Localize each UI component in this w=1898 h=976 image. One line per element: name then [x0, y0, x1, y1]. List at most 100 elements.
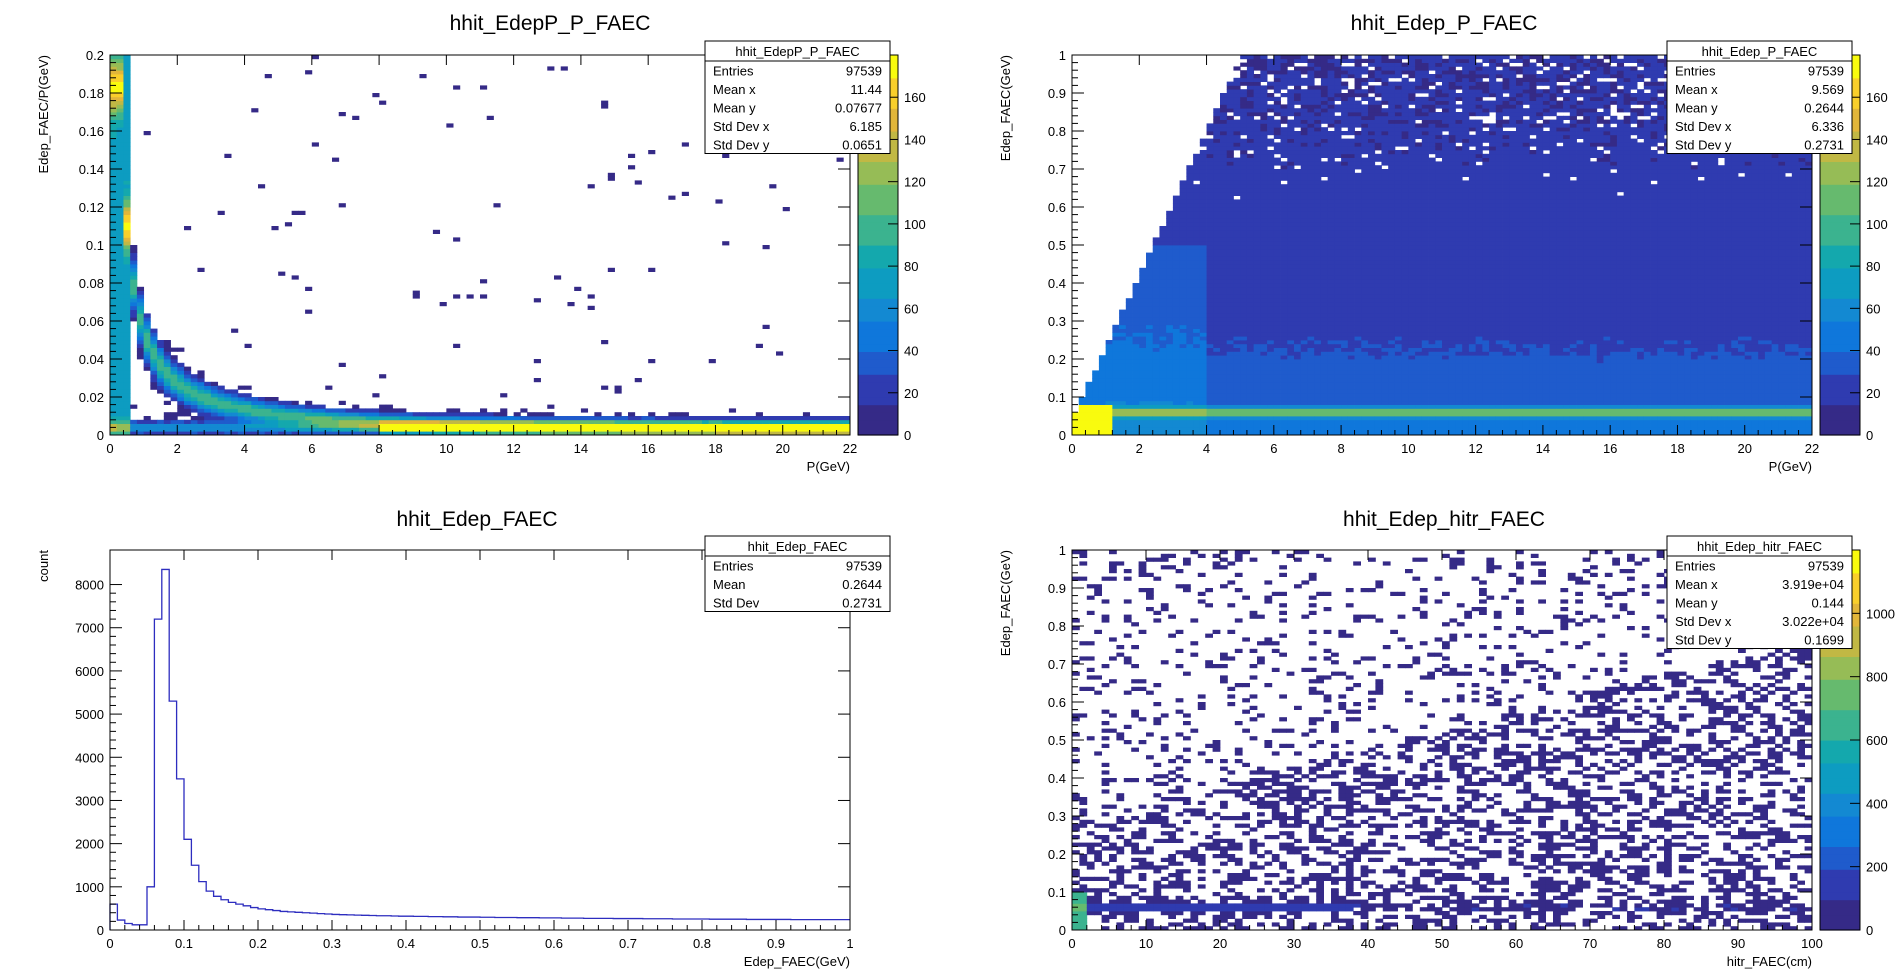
- heatmap-cell: [251, 404, 259, 409]
- heatmap-cell: [251, 397, 259, 402]
- heatmap-cell: [116, 70, 124, 75]
- heatmap-cell: [264, 416, 272, 421]
- heatmap-cell: [1206, 378, 1214, 383]
- heatmap-cell: [1112, 378, 1120, 383]
- heatmap-cell: [1374, 404, 1382, 409]
- heatmap-cell: [1125, 340, 1133, 345]
- heatmap-cell: [1253, 321, 1261, 326]
- heatmap-cell: [1186, 362, 1194, 367]
- heatmap-cell: [1146, 416, 1154, 421]
- heatmap-cell: [305, 412, 313, 417]
- heatmap-cell: [1267, 150, 1275, 155]
- x-tick-label: 0: [106, 441, 113, 456]
- heatmap-cell: [1246, 70, 1255, 75]
- heatmap-cell: [1267, 423, 1275, 428]
- heatmap-cell: [1220, 279, 1228, 284]
- heatmap-cell: [116, 309, 124, 314]
- heatmap-cell: [1152, 381, 1160, 386]
- heatmap-cell: [1307, 222, 1315, 227]
- heatmap-cell: [466, 412, 474, 417]
- colorbar-cell: [858, 214, 898, 223]
- heatmap-cell: [1253, 150, 1261, 155]
- heatmap-cell: [1294, 336, 1302, 341]
- heatmap-cell: [1246, 412, 1255, 417]
- heatmap-cell: [1240, 233, 1248, 238]
- heatmap-cell: [399, 423, 407, 428]
- heatmap-cell: [1354, 248, 1362, 253]
- heatmap-cell: [1246, 210, 1255, 215]
- heatmap-cell: [1294, 157, 1302, 162]
- heatmap-cell: [1206, 347, 1214, 352]
- heatmap-cell: [1307, 290, 1315, 295]
- heatmap-cell: [1213, 374, 1221, 379]
- heatmap-cell: [116, 279, 124, 284]
- heatmap-cell: [1199, 210, 1207, 215]
- heatmap-cell: [1206, 191, 1214, 196]
- heatmap-cell: [1146, 355, 1154, 360]
- heatmap-cell: [1213, 416, 1221, 421]
- heatmap-cell: [1294, 172, 1302, 177]
- heatmap-cell: [204, 423, 212, 428]
- heatmap-cell: [580, 416, 589, 421]
- heatmap-cell: [1220, 245, 1228, 250]
- heatmap-cell: [345, 427, 353, 432]
- heatmap-cell: [1388, 309, 1396, 314]
- heatmap-cell: [110, 313, 118, 318]
- heatmap-cell: [210, 381, 219, 386]
- heatmap-cell: [1179, 283, 1187, 288]
- heatmap-cell: [1300, 96, 1308, 101]
- heatmap-cell: [123, 81, 131, 86]
- heatmap-cell: [123, 400, 131, 405]
- heatmap-cell: [1159, 248, 1167, 253]
- heatmap-cell: [1381, 286, 1389, 291]
- heatmap-cell: [1092, 419, 1100, 424]
- heatmap-cell: [1300, 184, 1308, 189]
- heatmap-cell: [1267, 378, 1275, 383]
- heatmap-cell: [136, 340, 145, 345]
- heatmap-cell: [1280, 279, 1288, 284]
- heatmap-cell: [1246, 165, 1255, 170]
- heatmap-cell: [1213, 119, 1221, 124]
- heatmap-cell: [1280, 397, 1288, 402]
- heatmap-cell: [1354, 89, 1362, 94]
- heatmap-cell: [1287, 313, 1295, 318]
- heatmap-cell: [1273, 271, 1281, 276]
- heatmap-cell: [1347, 74, 1355, 79]
- heatmap-cell: [1320, 74, 1329, 79]
- heatmap-cell: [110, 119, 118, 124]
- heatmap-cell: [782, 431, 790, 436]
- heatmap-cell: [446, 423, 454, 428]
- heatmap-cell: [1300, 131, 1308, 136]
- heatmap-cell: [1240, 138, 1248, 143]
- heatmap-cell: [1186, 191, 1194, 196]
- heatmap-cell: [1273, 404, 1281, 409]
- heatmap-cell: [1233, 423, 1241, 428]
- heatmap-cell: [1152, 378, 1160, 383]
- heatmap-cell: [1213, 127, 1221, 132]
- heatmap-cell: [1334, 256, 1342, 261]
- heatmap-cell: [116, 218, 124, 223]
- heatmap-cell: [1220, 283, 1228, 288]
- heatmap-cell: [1240, 226, 1248, 231]
- heatmap-cell: [1179, 290, 1187, 295]
- heatmap-cell: [1172, 226, 1181, 231]
- heatmap-cell: [1374, 100, 1382, 105]
- heatmap-cell: [1361, 108, 1369, 113]
- heatmap-cell: [1354, 123, 1362, 128]
- heatmap-cell: [1206, 397, 1214, 402]
- heatmap-cell: [1354, 313, 1362, 318]
- heatmap-cell: [1226, 81, 1234, 86]
- heatmap-cell: [110, 100, 118, 105]
- heatmap-cell: [1260, 385, 1268, 390]
- heatmap-cell: [1334, 131, 1342, 136]
- heatmap-cell: [1220, 256, 1228, 261]
- heatmap-cell: [157, 374, 165, 379]
- heatmap-cell: [1213, 305, 1221, 310]
- heatmap-cell: [1159, 298, 1167, 303]
- heatmap-cell: [1307, 229, 1315, 234]
- heatmap-cell: [1172, 256, 1181, 261]
- heatmap-cell: [1374, 305, 1382, 310]
- heatmap-cell: [1199, 332, 1207, 337]
- heatmap-cell: [1334, 165, 1342, 170]
- heatmap-cell: [1388, 423, 1396, 428]
